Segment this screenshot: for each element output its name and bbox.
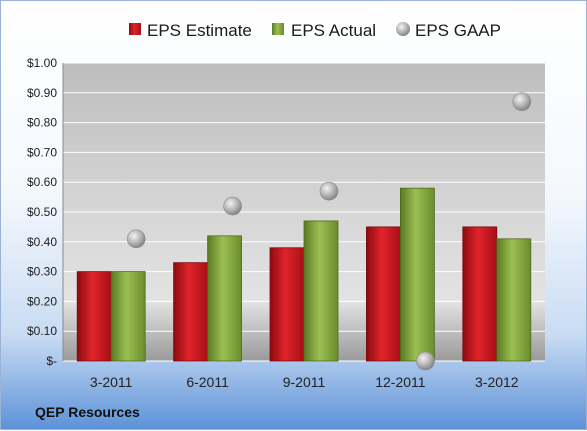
x-tick-label: 3-2011 bbox=[90, 374, 133, 390]
bar-eps-actual bbox=[399, 187, 435, 362]
bar-eps-actual bbox=[110, 271, 146, 362]
bar-eps-actual bbox=[496, 238, 532, 362]
point-eps-gaap bbox=[223, 196, 242, 216]
bar-eps-estimate bbox=[76, 271, 112, 362]
x-tick-label: 6-2011 bbox=[186, 374, 229, 390]
bar-eps-estimate bbox=[173, 262, 209, 362]
point-eps-gaap bbox=[126, 229, 146, 249]
legend-marker-eps-gaap bbox=[396, 22, 410, 36]
legend-swatch-eps-estimate bbox=[129, 23, 141, 35]
legend: EPS Estimate EPS Actual EPS GAAP bbox=[129, 21, 501, 40]
x-tick-label: 9-2011 bbox=[283, 374, 326, 390]
x-axis: 3-2011 6-2011 9-2011 12-2011 3-2012 bbox=[90, 374, 519, 390]
legend-label-eps-gaap: EPS GAAP bbox=[415, 21, 501, 40]
y-tick-label: $- bbox=[46, 354, 57, 368]
y-tick-label: $0.90 bbox=[27, 86, 57, 100]
x-tick-label: 3-2012 bbox=[475, 374, 519, 390]
y-tick-label: $0.50 bbox=[27, 205, 57, 219]
y-axis: $- $0.10 $0.20 $0.30 $0.40 $0.50 $0.60 $0.70 $0.… bbox=[27, 56, 64, 368]
bar-eps-estimate bbox=[462, 226, 498, 362]
bars bbox=[76, 187, 532, 362]
y-tick-label: $1.00 bbox=[27, 56, 57, 70]
y-tick-label: $0.40 bbox=[27, 235, 57, 249]
y-tick-label: $0.60 bbox=[27, 175, 57, 189]
point-eps-gaap bbox=[319, 181, 339, 201]
bar-eps-actual bbox=[303, 220, 339, 362]
y-tick-label: $0.10 bbox=[27, 324, 57, 338]
bar-eps-estimate bbox=[365, 226, 401, 362]
gaap-points bbox=[126, 92, 532, 371]
legend-label-eps-estimate: EPS Estimate bbox=[147, 21, 252, 40]
y-tick-label: $0.20 bbox=[27, 294, 57, 308]
company-label: QEP Resources bbox=[35, 404, 140, 420]
bar-eps-actual bbox=[207, 235, 243, 362]
bar-eps-estimate bbox=[269, 247, 305, 362]
legend-swatch-eps-actual bbox=[272, 23, 284, 35]
point-eps-gaap bbox=[416, 351, 435, 371]
x-tick-label: 12-2011 bbox=[375, 374, 426, 390]
y-tick-label: $0.70 bbox=[27, 145, 57, 159]
y-tick-label: $0.80 bbox=[27, 116, 57, 130]
y-tick-label: $0.30 bbox=[27, 265, 57, 279]
point-eps-gaap bbox=[512, 92, 532, 112]
legend-label-eps-actual: EPS Actual bbox=[291, 21, 376, 40]
